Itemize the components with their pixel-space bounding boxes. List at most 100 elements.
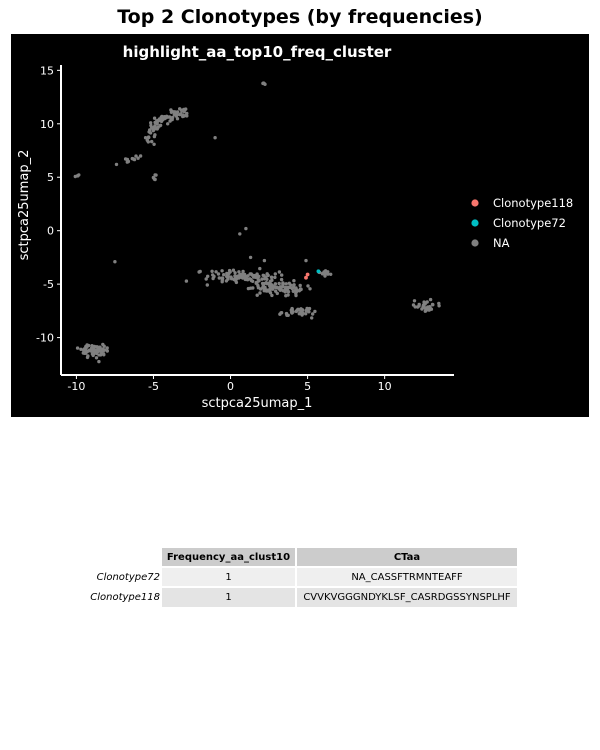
data-point-na <box>306 284 310 288</box>
data-point-na <box>262 258 267 263</box>
x-tick-label: -5 <box>148 380 159 393</box>
data-point-na <box>278 312 282 316</box>
data-point-na <box>281 282 285 286</box>
data-point-na <box>222 273 226 277</box>
data-point-na <box>260 281 265 286</box>
data-point-na <box>310 316 314 320</box>
data-point-na <box>90 347 95 351</box>
page-title: Top 2 Clonotypes (by frequencies) <box>117 6 483 28</box>
data-point-na <box>152 142 156 146</box>
data-point-na <box>294 309 298 314</box>
data-point-na <box>131 157 136 161</box>
data-point-na <box>248 255 253 260</box>
data-point-na <box>79 347 83 351</box>
data-point-na <box>428 297 433 302</box>
x-tick-label: 10 <box>378 380 392 393</box>
data-point-na <box>234 280 239 285</box>
data-point-na <box>92 350 97 354</box>
scatter-plot-panel: highlight_aa_top10_freq_cluster -10 -5 0 5 1… <box>11 34 589 417</box>
table-cell-ctaa: CVVKVGGGNDYKLSF_CASRDGSSYNSPLHF <box>297 588 517 607</box>
data-point-na <box>90 344 94 348</box>
data-point-na <box>250 273 254 277</box>
data-point-na <box>75 174 80 178</box>
points-layer <box>73 81 441 364</box>
data-point-na <box>242 273 247 277</box>
data-point-na <box>290 286 294 291</box>
legend-label: NA <box>493 236 510 250</box>
data-point-na <box>329 272 333 276</box>
data-point-na <box>284 287 288 291</box>
data-point-na <box>323 269 328 273</box>
clonotype-table: Frequency_aa_clust10 CTaa Clonotype72 1 … <box>0 548 600 608</box>
data-point-na <box>313 309 317 314</box>
data-point-na <box>151 126 155 130</box>
data-point-na <box>153 173 157 177</box>
data-point-na <box>125 160 129 164</box>
data-point-na <box>220 269 224 273</box>
data-point-na <box>170 115 175 120</box>
data-point-na <box>233 271 237 275</box>
y-axis-label: sctpca25umap_2 <box>17 150 32 261</box>
data-point-na <box>280 273 284 277</box>
data-point-na <box>149 121 153 125</box>
y-tick-label: 15 <box>40 64 54 77</box>
data-point-na <box>102 348 107 352</box>
data-point-na <box>270 293 274 298</box>
data-point-na <box>238 232 242 236</box>
data-point-na <box>136 156 140 160</box>
data-point-na <box>284 294 288 298</box>
data-point-na <box>210 269 214 273</box>
data-point-na <box>155 127 159 131</box>
data-point-na <box>151 128 155 133</box>
data-point-na <box>97 353 101 357</box>
data-point-na <box>277 270 282 274</box>
x-tick-label: -10 <box>67 380 85 393</box>
data-point-na <box>291 289 295 293</box>
data-point-na <box>283 290 287 294</box>
data-point-na <box>225 274 229 279</box>
data-point-na <box>254 274 258 278</box>
data-point-na <box>258 287 263 291</box>
data-point-na <box>245 277 249 281</box>
data-point-na <box>424 308 428 313</box>
data-point-na <box>82 347 87 351</box>
data-point-na <box>290 310 294 314</box>
data-point-na <box>162 115 167 119</box>
data-point-na <box>84 349 89 353</box>
data-point-na <box>263 285 267 290</box>
data-point-na <box>102 344 106 348</box>
data-point-na <box>237 270 241 274</box>
data-point-na <box>263 277 267 281</box>
x-tick-label: 0 <box>227 380 234 393</box>
table-row-label: Clonotype118 <box>90 592 160 603</box>
data-point-na <box>413 305 417 309</box>
table-cell-frequency: 1 <box>162 568 297 588</box>
table-cell-frequency: 1 <box>162 588 297 607</box>
data-point-na <box>294 286 298 291</box>
chart-title: highlight_aa_top10_freq_cluster <box>123 43 392 61</box>
data-point-na <box>153 133 157 137</box>
data-point-na <box>431 303 435 307</box>
data-point-na <box>264 289 269 293</box>
data-point-na <box>277 281 281 286</box>
data-point-na <box>75 346 80 350</box>
data-point-na <box>412 299 417 303</box>
data-point-na <box>273 272 277 276</box>
data-point-na <box>211 273 215 277</box>
table-header-frequency: Frequency_aa_clust10 <box>162 548 297 568</box>
y-tick-label: 10 <box>40 118 54 131</box>
legend-key <box>471 199 479 207</box>
data-point-na <box>155 119 159 123</box>
data-point-na <box>105 349 110 353</box>
data-point-na <box>169 108 173 112</box>
data-point-na <box>97 359 101 364</box>
data-point-na <box>182 114 186 118</box>
data-point-na <box>249 278 254 283</box>
data-point-na <box>265 272 269 276</box>
data-point-na <box>308 287 312 291</box>
data-point-na <box>94 345 98 349</box>
data-point-na <box>284 282 288 286</box>
data-point-na <box>185 114 189 118</box>
data-point-na <box>174 111 179 115</box>
data-point-na <box>279 277 284 282</box>
